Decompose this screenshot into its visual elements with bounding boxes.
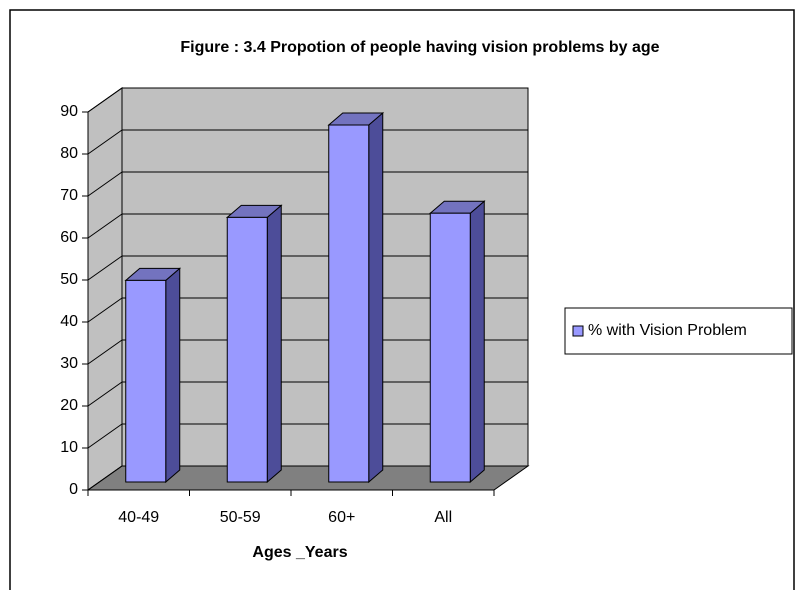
grid-line bbox=[87, 423, 123, 449]
y-tick-label: 60 bbox=[60, 229, 78, 246]
grid-line bbox=[87, 339, 123, 365]
y-tick-label: 70 bbox=[60, 187, 78, 204]
x-tick-label: 60+ bbox=[328, 509, 355, 526]
bar bbox=[226, 216, 268, 483]
x-tick-label: All bbox=[434, 509, 452, 526]
grid-line bbox=[87, 213, 123, 239]
y-tick-label: 40 bbox=[60, 313, 78, 330]
grid-line bbox=[87, 465, 123, 491]
bar-side bbox=[368, 111, 384, 484]
x-axis-title: Ages _Years bbox=[252, 544, 347, 561]
y-tick-label: 80 bbox=[60, 145, 78, 162]
bar bbox=[328, 124, 370, 483]
grid-line bbox=[87, 87, 123, 113]
bar-side bbox=[266, 204, 282, 484]
bar bbox=[429, 212, 471, 483]
bar-side bbox=[469, 200, 485, 484]
grid-line bbox=[87, 129, 123, 155]
grid-line bbox=[87, 171, 123, 197]
grid-line bbox=[87, 297, 123, 323]
legend-label: % with Vision Problem bbox=[588, 322, 747, 339]
y-tick-label: 0 bbox=[69, 481, 78, 498]
chart-title: Figure : 3.4 Propotion of people having … bbox=[180, 39, 659, 56]
y-tick-label: 50 bbox=[60, 271, 78, 288]
y-tick-label: 30 bbox=[60, 355, 78, 372]
x-tick-label: 40-49 bbox=[118, 509, 159, 526]
grid-line bbox=[87, 255, 123, 281]
y-tick-label: 10 bbox=[60, 439, 78, 456]
legend-box bbox=[564, 307, 793, 355]
x-tick-label: 50-59 bbox=[220, 509, 261, 526]
bar-side bbox=[165, 267, 181, 484]
grid-line bbox=[87, 381, 123, 407]
bar bbox=[125, 279, 167, 483]
legend-swatch bbox=[572, 325, 584, 337]
y-tick-label: 90 bbox=[60, 103, 78, 120]
y-tick-label: 20 bbox=[60, 397, 78, 414]
side-wall bbox=[87, 87, 123, 491]
